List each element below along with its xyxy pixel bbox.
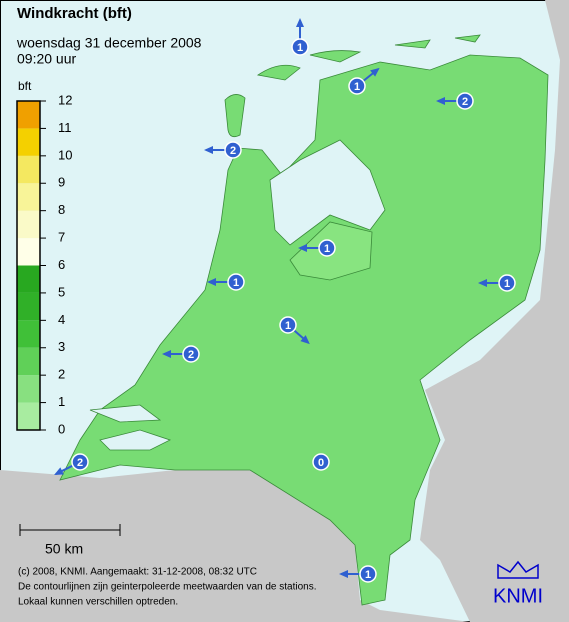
station-value: 2 (462, 96, 468, 108)
station-marker (498, 274, 516, 292)
wind-arrowhead (478, 279, 487, 287)
station-value: 1 (324, 243, 330, 255)
station-value: 2 (188, 349, 194, 361)
legend-tick-label: 8 (58, 202, 65, 217)
legend-tick-label: 10 (58, 147, 72, 162)
footer-line: Lokaal kunnen verschillen optreden. (18, 597, 178, 608)
legend-swatch (17, 320, 40, 348)
station-value: 1 (233, 277, 239, 289)
legend-tick-label: 5 (58, 284, 65, 299)
station-marker (456, 92, 474, 110)
wind-arrowhead (207, 278, 216, 286)
legend-tick-label: 1 (58, 394, 65, 409)
station-value: 0 (318, 457, 324, 469)
wind-arrowhead (204, 146, 213, 154)
legend-swatch (17, 347, 40, 376)
station-value: 1 (354, 81, 360, 93)
station-marker (71, 453, 89, 471)
wind-arrowhead (300, 335, 310, 345)
legend-tick-label: 9 (58, 175, 65, 190)
wind-arrowhead (436, 97, 445, 105)
station-marker (224, 141, 242, 159)
station-value: 1 (365, 569, 371, 581)
station-marker (312, 453, 330, 471)
station-marker (359, 565, 377, 583)
wind-arrowhead (339, 570, 348, 578)
station-marker (279, 316, 297, 334)
legend-unit: bft (18, 79, 32, 93)
station-value: 2 (230, 145, 236, 157)
legend-tick-label: 4 (58, 312, 65, 327)
wind-arrowhead (296, 18, 304, 27)
island (224, 94, 246, 138)
station-value: 2 (77, 457, 83, 469)
legend-tick-label: 12 (58, 92, 72, 107)
legend-swatch (17, 265, 40, 293)
legend-swatch (17, 101, 40, 129)
footer-line: (c) 2008, KNMI. Aangemaakt: 31-12-2008, … (18, 567, 257, 578)
time: 09:20 uur (17, 51, 76, 67)
ijsselmeer (269, 139, 386, 246)
legend-tick-label: 3 (58, 339, 65, 354)
wind-arrowhead (370, 67, 380, 77)
wind-arrowhead (54, 467, 64, 475)
station-value: 1 (504, 278, 510, 290)
legend-swatch (17, 155, 40, 184)
legend-swatch (17, 292, 40, 321)
netherlands (59, 54, 549, 606)
legend-tick-label: 6 (58, 257, 65, 272)
belgium (0, 470, 470, 622)
legend-tick-label: 2 (58, 367, 65, 382)
station-value: 1 (285, 320, 291, 332)
legend-tick-label: 11 (58, 120, 72, 135)
footer-line: De contourlijnen zijn geinterpoleerde me… (18, 582, 317, 593)
wind-arrowhead (162, 350, 171, 358)
station-value: 1 (297, 42, 303, 54)
station-marker (348, 77, 366, 95)
legend-swatch (17, 375, 40, 403)
legend-swatch (17, 210, 40, 239)
legend-swatch (17, 238, 40, 266)
station-marker (227, 273, 245, 291)
legend-tick-label: 0 (58, 421, 65, 436)
wind-arrowhead (298, 244, 307, 252)
scale-label: 50 km (45, 541, 83, 557)
germany (420, 0, 569, 622)
station-marker (318, 239, 336, 257)
wadden-islands (256, 34, 481, 81)
title: Windkracht (bft) (17, 5, 132, 22)
legend-swatch (17, 183, 40, 211)
date: woensdag 31 december 2008 (16, 35, 202, 51)
legend-swatch (17, 128, 40, 156)
logo-crown (497, 560, 539, 579)
station-marker (182, 345, 200, 363)
zeeland-water (89, 404, 172, 451)
logo: KNMI (493, 585, 543, 607)
legend-swatch (17, 402, 40, 430)
station-marker (291, 38, 309, 56)
legend-tick-label: 7 (58, 230, 65, 245)
